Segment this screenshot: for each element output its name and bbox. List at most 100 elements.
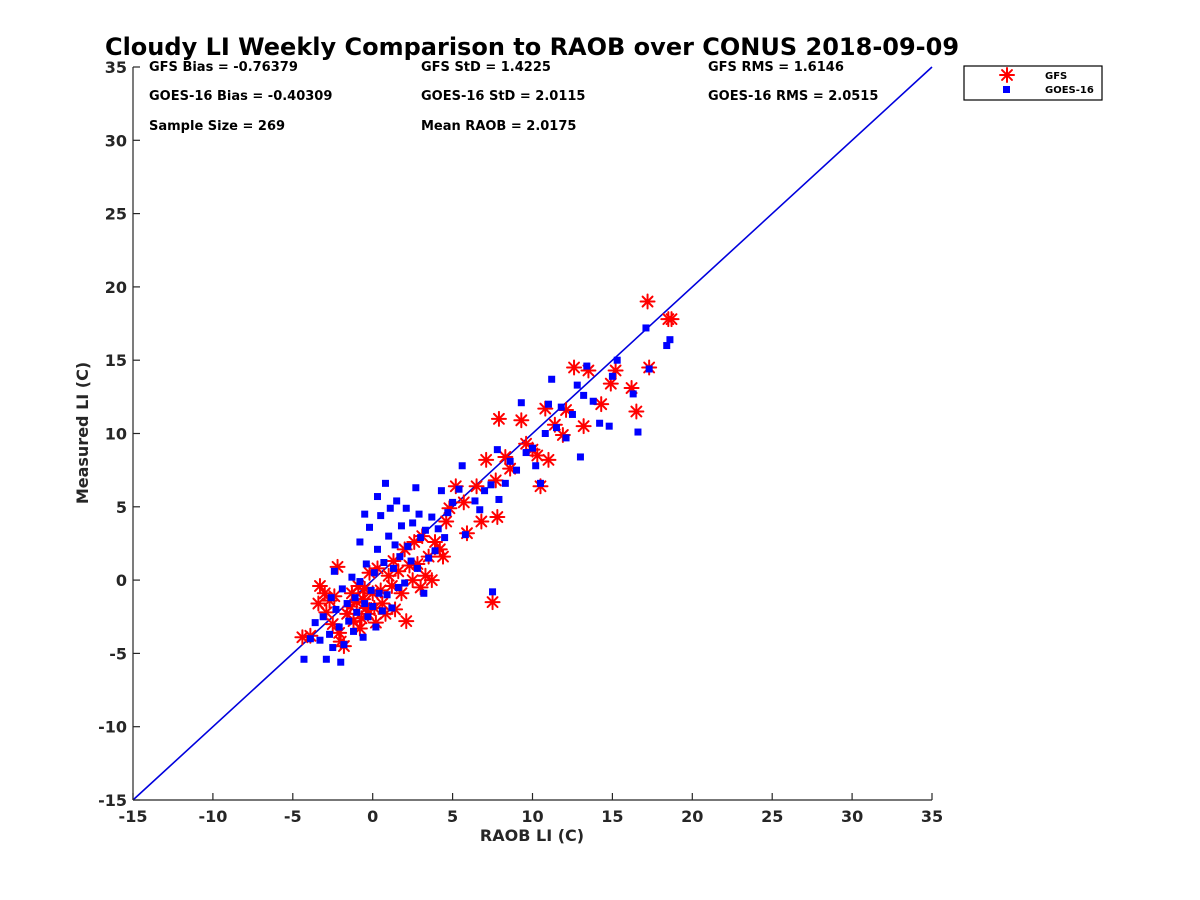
goes16-point <box>634 428 642 436</box>
goes16-point <box>397 522 405 530</box>
goes16-point <box>506 457 514 465</box>
goes16-point <box>373 493 381 501</box>
goes16-point <box>340 641 348 649</box>
gfs-point <box>513 412 530 429</box>
goes16-point <box>666 336 674 344</box>
goes16-point <box>300 655 308 663</box>
goes16-point <box>353 608 361 616</box>
goes16-point <box>629 390 637 398</box>
goes16-point <box>415 510 423 518</box>
gfs-point <box>423 572 440 589</box>
goes16-point <box>576 453 584 461</box>
goes16-point <box>345 617 353 625</box>
legend: GFS GOES-16 <box>963 65 1103 101</box>
legend-goes16-marker <box>1003 86 1010 93</box>
goes16-point <box>386 504 394 512</box>
goes16-point <box>367 586 375 594</box>
goes16-point <box>449 498 457 506</box>
y-tick-label: 0 <box>116 571 127 590</box>
goes16-series <box>300 324 674 666</box>
y-tick-label: 15 <box>105 351 127 370</box>
x-tick-label: -15 <box>119 807 148 826</box>
goes16-point <box>437 487 445 495</box>
y-tick-label: -10 <box>98 718 127 737</box>
gfs-point <box>489 509 506 526</box>
goes16-point <box>421 526 429 534</box>
goes16-point <box>596 419 604 427</box>
goes16-point <box>407 557 415 565</box>
x-tick-label: 35 <box>921 807 943 826</box>
goes16-point <box>557 403 565 411</box>
goes16-point <box>335 623 343 631</box>
goes16-point <box>589 397 597 405</box>
goes16-point <box>541 430 549 437</box>
goes16-point <box>583 362 591 370</box>
x-tick-label: 0 <box>367 807 378 826</box>
goes16-point <box>332 605 340 613</box>
goes16-point <box>362 560 370 568</box>
goes16-point <box>495 495 503 503</box>
goes16-point <box>420 589 428 597</box>
goes16-point <box>373 545 381 553</box>
y-tick-label: 5 <box>116 498 127 517</box>
gfs-point <box>417 567 434 584</box>
goes16-point <box>501 479 509 487</box>
goes16-point <box>517 399 525 407</box>
goes16-point <box>471 497 479 505</box>
goes16-point <box>493 446 501 454</box>
legend-gfs-marker <box>999 67 1015 83</box>
stat-goes-rms: GOES-16 RMS = 2.0515 <box>708 89 878 104</box>
goes16-point <box>489 588 497 596</box>
goes16-point <box>343 600 351 608</box>
goes16-point <box>580 391 588 399</box>
y-tick-label: 25 <box>105 205 127 224</box>
goes16-point <box>327 594 335 602</box>
gfs-point <box>628 403 645 420</box>
gfs-point <box>324 616 341 633</box>
gfs-point <box>540 451 557 468</box>
goes16-point <box>338 585 346 593</box>
goes16-point <box>605 422 613 430</box>
goes16-point <box>375 589 383 597</box>
stat-mean-raob: Mean RAOB = 2.0175 <box>421 119 576 134</box>
gfs-point <box>478 451 495 468</box>
goes16-point <box>476 506 484 514</box>
goes16-point <box>316 636 324 644</box>
goes16-point <box>409 519 417 527</box>
gfs-point <box>473 513 490 530</box>
goes16-point <box>522 449 530 457</box>
goes16-point <box>402 504 410 512</box>
goes16-point <box>337 658 345 666</box>
stat-gfs-std: GFS StD = 1.4225 <box>421 60 551 75</box>
stat-goes-bias: GOES-16 Bias = -0.40309 <box>149 89 332 104</box>
goes16-point <box>385 532 393 540</box>
x-tick-label: 30 <box>841 807 863 826</box>
x-tick-label: -10 <box>198 807 227 826</box>
goes16-point <box>417 534 425 542</box>
goes16-point <box>359 633 367 641</box>
goes16-point <box>529 444 536 452</box>
goes16-point <box>383 591 391 599</box>
goes16-point <box>401 579 409 587</box>
goes16-point <box>364 613 372 621</box>
goes16-point <box>372 623 380 631</box>
goes16-point <box>350 627 358 635</box>
y-axis-label: Measured LI (C) <box>73 362 92 504</box>
goes16-point <box>319 613 327 621</box>
goes16-point <box>608 372 616 380</box>
legend-box <box>963 65 1103 101</box>
goes16-point <box>642 324 650 332</box>
goes16-point <box>326 630 334 638</box>
gfs-point <box>427 533 444 550</box>
x-axis-ticks: -15 -10 -5 0 5 10 15 20 25 30 35 <box>119 793 943 826</box>
goes16-point <box>562 434 570 442</box>
goes16-point <box>552 424 560 432</box>
y-axis-ticks: -15 -10 -5 0 5 10 15 20 25 30 35 <box>98 58 140 810</box>
gfs-point <box>663 311 680 328</box>
goes16-point <box>388 604 396 612</box>
goes16-point <box>380 559 388 567</box>
goes16-point <box>306 635 314 643</box>
goes16-point <box>412 484 420 492</box>
goes16-point <box>396 553 404 561</box>
